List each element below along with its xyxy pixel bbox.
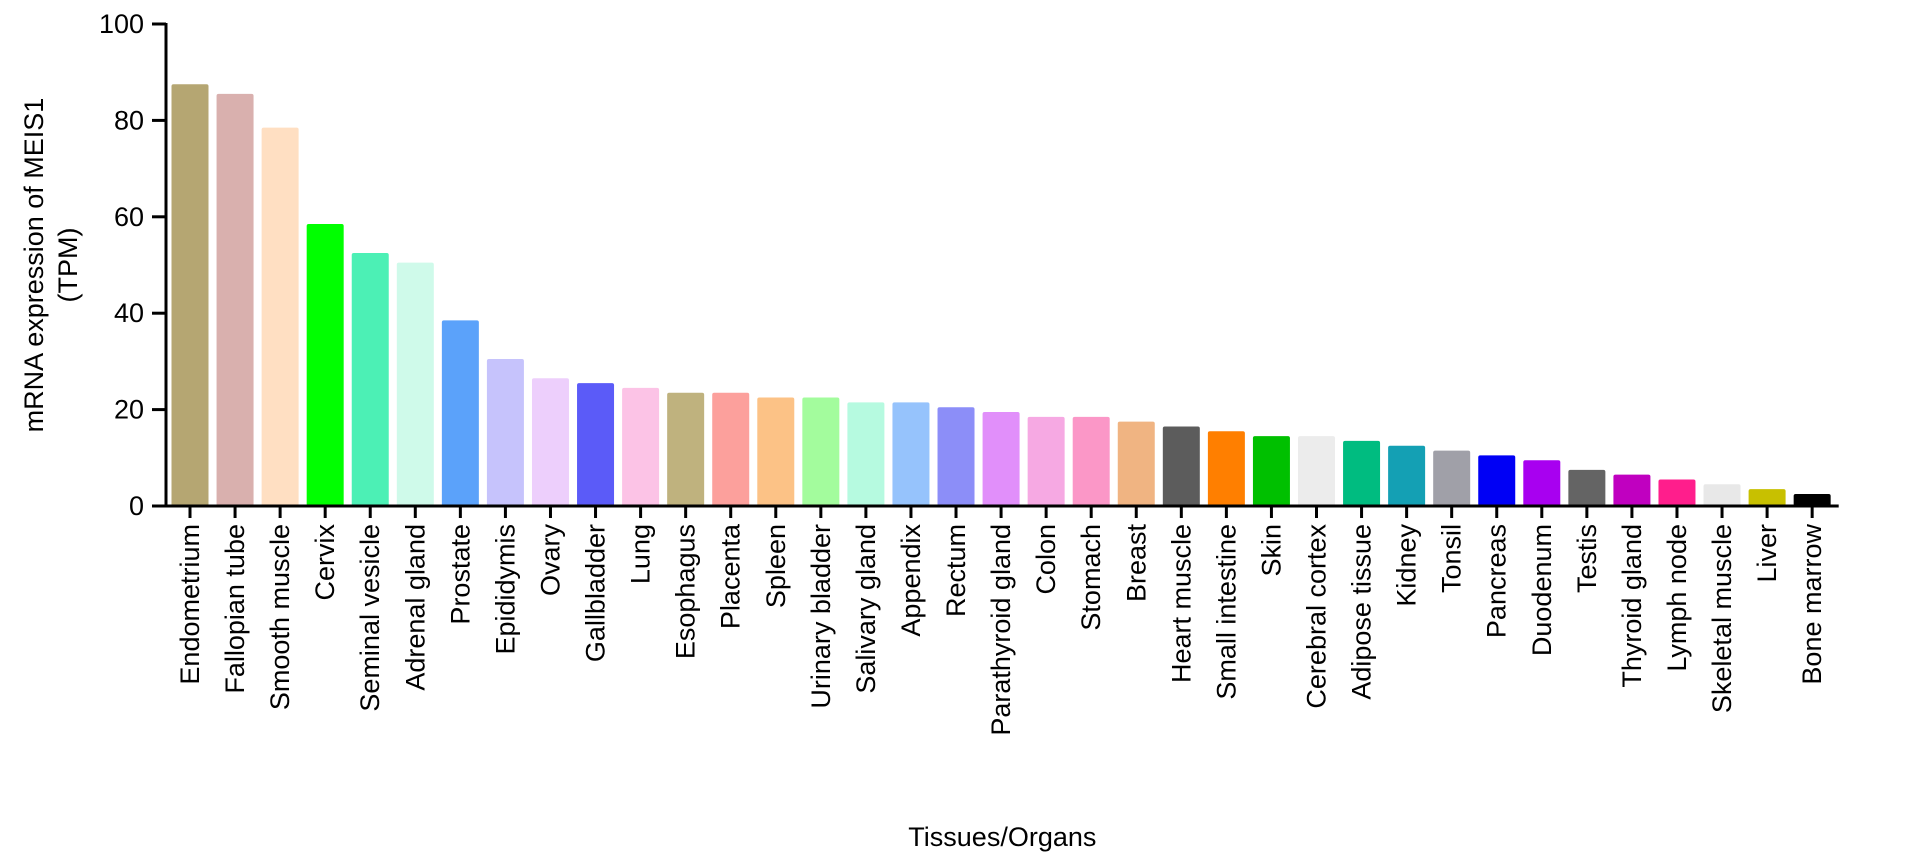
- y-axis-title-line2: (TPM): [53, 228, 83, 303]
- bar-cerebral-cortex: [1298, 436, 1335, 506]
- bar-adipose-tissue: [1343, 440, 1381, 506]
- bar-ovary: [531, 378, 569, 506]
- x-category-label: Adipose tissue: [1347, 524, 1377, 700]
- x-axis-title: Tissues/Organs: [908, 822, 1096, 852]
- bar-spleen: [757, 397, 795, 506]
- x-category-label: Esophagus: [671, 524, 701, 659]
- y-axis-title-line1: mRNA expression of MEIS1: [19, 98, 49, 433]
- x-category-label: Ovary: [535, 524, 565, 597]
- bar-epididymis: [486, 358, 524, 506]
- bar-lung: [622, 387, 660, 506]
- y-axis: 0 20 40 60 80 100: [99, 9, 168, 521]
- x-category-label: Spleen: [761, 524, 791, 608]
- bar-duodenum: [1523, 460, 1561, 506]
- x-category-label: Salivary gland: [851, 524, 881, 694]
- bar-thyroid-gland: [1613, 474, 1651, 506]
- bar-prostate: [441, 320, 479, 506]
- bar-appendix: [892, 402, 930, 506]
- y-tick-label: 80: [114, 105, 144, 135]
- x-category-label: Urinary bladder: [806, 524, 836, 709]
- x-category-label: Colon: [1031, 524, 1061, 595]
- x-category-label: Duodenum: [1527, 524, 1557, 656]
- y-tick-label: 20: [114, 395, 144, 425]
- x-category-label: Skeletal muscle: [1707, 524, 1737, 713]
- bar-esophagus: [667, 392, 705, 506]
- bar-small-intestine: [1207, 431, 1245, 506]
- x-category-label: Appendix: [896, 524, 926, 637]
- bar-seminal-vesicle: [351, 252, 389, 506]
- bar-stomach: [1072, 416, 1110, 506]
- bar-smooth-muscle: [261, 127, 299, 506]
- bar-endometrium: [171, 84, 209, 506]
- x-category-label: Bone marrow: [1797, 524, 1827, 685]
- bar-testis: [1568, 469, 1606, 506]
- x-category-label: Stomach: [1076, 524, 1106, 631]
- bar-bone-marrow: [1793, 493, 1831, 506]
- x-category-label: Parathyroid gland: [986, 524, 1016, 736]
- y-tick-label: 100: [99, 9, 144, 39]
- x-category-label: Skin: [1256, 524, 1286, 577]
- bar-pancreas: [1478, 455, 1516, 506]
- bar-skin: [1252, 436, 1290, 506]
- x-category-label: Prostate: [445, 524, 475, 625]
- bar-parathyroid-gland: [982, 412, 1020, 506]
- x-category-label: Placenta: [716, 523, 746, 629]
- x-category-label: Lung: [626, 524, 656, 584]
- x-category-label: Thyroid gland: [1617, 524, 1647, 688]
- x-category-label: Breast: [1121, 524, 1151, 603]
- x-category-label: Lymph node: [1662, 524, 1692, 672]
- bar-liver: [1748, 489, 1786, 506]
- bar-rectum: [937, 407, 975, 506]
- x-category-label: Pancreas: [1482, 524, 1512, 638]
- bar-salivary-gland: [847, 402, 885, 506]
- x-category-label: Epididymis: [490, 524, 520, 655]
- bar-lymph-node: [1658, 479, 1696, 506]
- x-category-label: Smooth muscle: [265, 524, 295, 710]
- y-tick-label: 40: [114, 298, 144, 328]
- bar-adrenal-gland: [396, 262, 434, 506]
- bar-fallopian-tube: [216, 93, 254, 506]
- x-category-label: Fallopian tube: [220, 524, 250, 694]
- bar-heart-muscle: [1162, 426, 1200, 506]
- x-category-label: Cervix: [310, 524, 340, 601]
- x-category-label: Adrenal gland: [400, 524, 430, 691]
- x-category-label: Tonsil: [1437, 524, 1467, 593]
- x-axis: Endometrium Fallopian tube Smooth muscle Ce…: [164, 504, 1839, 736]
- bar-kidney: [1388, 445, 1426, 506]
- y-tick-label: 60: [114, 202, 144, 232]
- x-category-label: Rectum: [941, 524, 971, 617]
- x-category-label: Cerebral cortex: [1302, 524, 1332, 709]
- bars-group: [171, 84, 1831, 506]
- bar-placenta: [712, 392, 750, 506]
- x-category-label: Gallbladder: [581, 524, 611, 662]
- x-category-label: Endometrium: [175, 524, 205, 685]
- x-category-label: Heart muscle: [1166, 524, 1196, 683]
- y-tick-label: 0: [129, 491, 144, 521]
- bar-urinary-bladder: [802, 397, 840, 506]
- x-category-label: Small intestine: [1211, 524, 1241, 700]
- bar-gallbladder: [577, 383, 615, 506]
- x-category-label: Testis: [1572, 524, 1602, 593]
- x-category-label: Liver: [1752, 524, 1782, 583]
- bar-skeletal-muscle: [1703, 484, 1741, 506]
- bar-tonsil: [1433, 450, 1471, 506]
- bar-colon: [1027, 416, 1065, 506]
- x-category-label: Seminal vesicle: [355, 524, 385, 712]
- bar-cervix: [306, 224, 344, 506]
- x-category-label: Kidney: [1392, 524, 1422, 607]
- bar-breast: [1117, 421, 1155, 506]
